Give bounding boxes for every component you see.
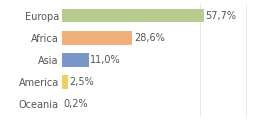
Bar [62, 31, 132, 45]
Text: 11,0%: 11,0% [90, 55, 121, 65]
Bar [62, 53, 89, 67]
Bar [62, 9, 204, 22]
Text: 28,6%: 28,6% [134, 33, 165, 43]
Text: 0,2%: 0,2% [64, 99, 88, 109]
Bar [62, 75, 68, 89]
Text: 2,5%: 2,5% [69, 77, 94, 87]
Text: 57,7%: 57,7% [206, 11, 237, 21]
